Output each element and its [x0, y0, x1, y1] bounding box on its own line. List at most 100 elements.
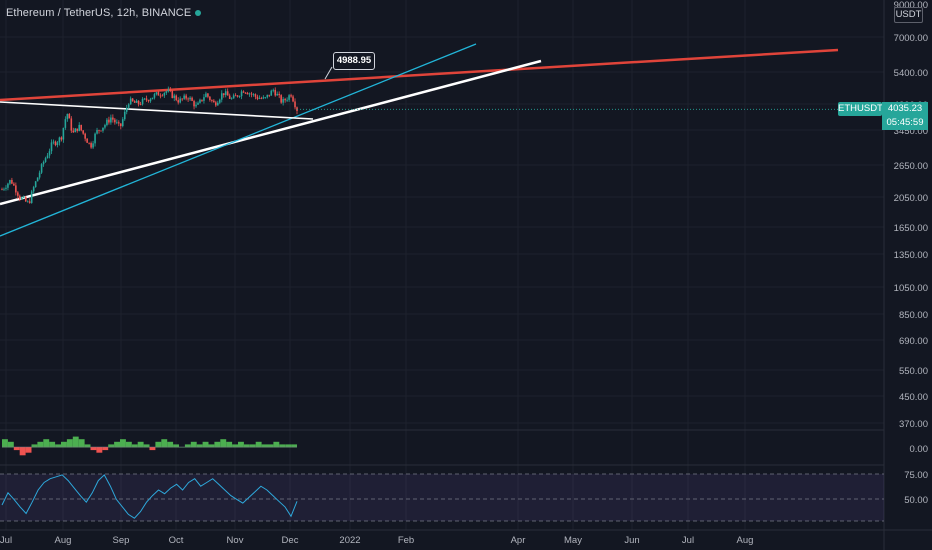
candles — [1, 86, 884, 204]
oscillator-tick-label: 0.00 — [910, 444, 929, 455]
candle-body — [264, 97, 267, 99]
oscillator-bar — [61, 441, 67, 448]
oscillator-bar — [261, 444, 268, 448]
candle-body — [141, 98, 144, 105]
candle-body — [181, 98, 183, 100]
last-price-value: 4035.23 — [887, 103, 923, 114]
candle-body — [177, 100, 180, 103]
candle-body — [64, 119, 67, 128]
candle-body — [278, 93, 280, 96]
candle-body — [32, 187, 35, 192]
oscillator-bar — [131, 444, 138, 448]
candle-body — [7, 183, 9, 188]
price-tick-label: 370.00 — [899, 419, 928, 430]
candle-body — [248, 93, 251, 95]
candle-body — [13, 183, 15, 186]
time-tick-label: Nov — [227, 535, 244, 546]
oscillator-bar — [96, 447, 103, 453]
candle-body — [185, 95, 187, 99]
candle-body — [197, 102, 199, 105]
oscillator-bar — [25, 447, 32, 453]
candle-body — [189, 97, 191, 100]
oscillator-bar — [108, 444, 115, 448]
oscillator-bar — [255, 441, 262, 448]
candle-body — [5, 187, 7, 189]
candle-body — [42, 161, 45, 165]
candle-body — [76, 128, 79, 131]
candle-body — [133, 101, 136, 103]
candle-body — [40, 164, 43, 173]
price-callout[interactable]: 4988.95 — [333, 52, 375, 70]
candle-body — [207, 93, 209, 97]
oscillator-bar — [173, 444, 179, 448]
candle-body — [30, 191, 33, 203]
candle-body — [268, 94, 271, 96]
price-tick-label: 1350.00 — [894, 250, 928, 261]
oscillator-bar — [196, 444, 203, 448]
time-tick-label: Jul — [682, 535, 694, 546]
candle-body — [15, 185, 17, 193]
currency-unit-button[interactable]: USDT — [894, 7, 923, 23]
candle-body — [22, 196, 25, 198]
chart-title: Ethereum / TetherUS, 12h, BINANCE — [6, 7, 202, 19]
symbol-tag: ETHUSDT — [838, 102, 883, 116]
candle-body — [88, 142, 90, 144]
candle-body — [240, 91, 243, 97]
candle-body — [220, 93, 223, 100]
candle-body — [179, 98, 181, 103]
candle-body — [224, 91, 227, 95]
time-tick-label: Aug — [737, 535, 754, 546]
oscillator-bar — [31, 444, 38, 448]
candle-body — [145, 98, 148, 101]
oscillator-bar — [37, 441, 44, 448]
candle-body — [80, 124, 82, 131]
candle-body — [17, 192, 19, 196]
price-axis: 9000.007000.005400.004200.003450.002650.… — [894, 0, 928, 506]
time-tick-label: 2022 — [339, 535, 360, 546]
candle-body — [82, 130, 84, 134]
candle-body — [266, 94, 269, 98]
candle-body — [294, 101, 296, 108]
candle-body — [153, 94, 156, 98]
price-tick-label: 550.00 — [899, 366, 928, 377]
candle-body — [165, 91, 168, 93]
candle-body — [292, 96, 294, 102]
oscillator-bar — [291, 444, 297, 448]
candle-body — [246, 92, 249, 95]
candle-body — [270, 90, 273, 96]
candle-body — [175, 95, 178, 101]
candle-body — [260, 98, 263, 99]
candle-body — [3, 188, 5, 190]
oscillator-bar — [273, 441, 280, 448]
time-tick-label: Dec — [282, 535, 299, 546]
candle-body — [74, 128, 77, 133]
oscillator-bar — [167, 441, 174, 448]
candle-body — [90, 143, 92, 148]
oscillator-bar — [202, 441, 209, 448]
candle-body — [203, 97, 205, 101]
candle-body — [236, 95, 239, 97]
oscillator-bar — [102, 447, 109, 451]
candle-body — [116, 122, 118, 124]
candle-body — [222, 93, 225, 95]
oscillator-bar — [125, 441, 132, 448]
rsi-line — [1, 474, 298, 519]
oscillator-bar — [43, 439, 50, 448]
oscillator-bar — [19, 447, 26, 456]
candle-body — [288, 95, 290, 100]
oscillator-bar — [120, 439, 126, 448]
candle-body — [226, 91, 229, 96]
candle-body — [129, 98, 132, 105]
candle-body — [60, 137, 63, 140]
candle-body — [250, 93, 253, 95]
candle-body — [151, 97, 154, 100]
candle-body — [193, 100, 195, 107]
trendline-descending — [0, 101, 314, 120]
candle-body — [92, 143, 94, 148]
candle-body — [104, 125, 106, 128]
time-tick-label: Oct — [169, 535, 184, 546]
trendline-support — [0, 59, 542, 206]
candle-body — [167, 89, 170, 92]
time-tick-label: Aug — [55, 535, 72, 546]
